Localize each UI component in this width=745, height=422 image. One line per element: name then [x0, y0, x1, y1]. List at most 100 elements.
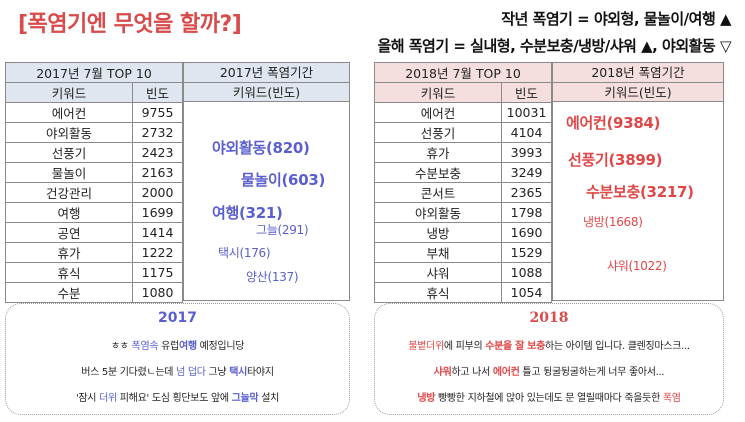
keyword-cell: 야외활동: [4, 122, 134, 143]
freq-cell: 4104: [501, 122, 552, 143]
table-2017-top10: 2017년 7월 TOP 10 키워드 빈도 에어컨 9755 야외활동 2732 …: [4, 62, 183, 303]
quote-highlight: 넘 덥다: [176, 367, 206, 378]
table-row: 수분 1080: [4, 282, 183, 303]
quote-text: 피해요' 도심 횡단보도 앞에: [116, 393, 232, 404]
freq-cell: 1175: [132, 262, 183, 283]
freq-cell: 1080: [132, 282, 183, 303]
page-title: [폭염기엔 무엇을 할까?]: [18, 12, 242, 37]
keyword-cell: 선풍기: [373, 122, 503, 143]
cloud-keyword: 선풍기(3899): [568, 151, 663, 169]
column-header-freq: 빈도: [132, 82, 183, 103]
keyword-cell: 콘서트: [373, 182, 503, 203]
freq-cell: 1690: [501, 222, 552, 243]
table-row: 물놀이 2163: [4, 162, 183, 183]
table-row: 야외활동 1798: [373, 202, 552, 223]
freq-cell: 2163: [132, 162, 183, 183]
keyword-cell: 물놀이: [4, 162, 134, 183]
column-header-freq: 빈도: [501, 82, 552, 103]
quote-text: 예정입니당: [196, 341, 245, 352]
cloud-keyword: 수분보충(3217): [586, 183, 694, 201]
keyword-cell: 여행: [4, 202, 134, 223]
quote-text: 빵빵한 지하철에 앉아 있는데도 문 열릴때마다 죽을듯한: [435, 393, 663, 404]
cloud-keyword: 물놀이(603): [241, 171, 326, 189]
keyword-cell: 수분: [4, 282, 134, 303]
quote-text: 타야지: [247, 367, 274, 378]
freq-cell: 1798: [501, 202, 552, 223]
quote-highlight: 수분을 잘 보충: [485, 341, 545, 352]
quotes-year: 2018: [529, 310, 569, 326]
keyword-cell: 휴가: [4, 242, 134, 263]
freq-cell: 3249: [501, 162, 552, 183]
summary-last-year: 작년 폭염기 = 야외형, 물놀이/여행 ▲: [501, 10, 731, 28]
table-row: 건강관리 2000: [4, 182, 183, 203]
column-header-keyword: 키워드: [4, 82, 134, 103]
table-title: 2017년 7월 TOP 10: [5, 62, 183, 83]
quote-highlight: 그늘막: [231, 393, 259, 404]
table-row: 휴가 3993: [373, 142, 552, 163]
quotes-box-2017: 2017 ㅎㅎ 폭염속 유럽여행 예정입니당 버스 5분 기다렸ㄴ는데 넘 덥다…: [5, 303, 350, 415]
keyword-cell: 냉방: [373, 222, 503, 243]
quote-line: '잠시 더위 피해요' 도심 횡단보도 앞에 그늘막 설치: [6, 389, 349, 404]
quote-text: 그냥: [205, 367, 230, 378]
table-row: 냉방 1690: [373, 222, 552, 243]
quote-text: 설치: [258, 393, 280, 404]
keyword-cloud-2017: 2017년 폭염기간 키워드(빈도) 야외활동(820) 물놀이(603) 여행…: [183, 62, 350, 301]
cloud-keyword: 에어컨(9384): [566, 114, 661, 132]
keyword-cell: 휴가: [373, 142, 503, 163]
table-row: 휴가 1222: [4, 242, 183, 263]
cloud-keyword: 샤워(1022): [607, 259, 667, 273]
table-row: 수분보충 3249: [373, 162, 552, 183]
table-title: 2018년 7월 TOP 10: [374, 62, 552, 83]
summary-this-year: 올해 폭염기 = 실내형, 수분보충/냉방/샤워 ▲, 야외활동 ▽: [377, 37, 731, 55]
table-row: 에어컨 9755: [4, 102, 183, 123]
cloud-keyword: 택시(176): [218, 246, 271, 260]
table-row: 야외활동 2732: [4, 122, 183, 143]
table-row: 휴식 1175: [4, 262, 183, 283]
freq-cell: 3993: [501, 142, 552, 163]
cloud-keyword: 여행(321): [212, 204, 283, 222]
quote-highlight: 불볕더위: [408, 341, 444, 352]
table-2018-top10: 2018년 7월 TOP 10 키워드 빈도 에어컨 10031 선풍기 4104 …: [373, 62, 552, 303]
quote-text: 하는 아이템 입니다. 클렌징마스크...: [544, 341, 690, 352]
keyword-cell: 수분보충: [373, 162, 503, 183]
quotes-box-2018: 2018 불볕더위에 피부의 수분을 잘 보충하는 아이템 입니다. 클렌징마스…: [374, 303, 724, 415]
cloud-title: 2018년 폭염기간: [553, 63, 723, 83]
freq-cell: 10031: [501, 102, 552, 123]
table-row: 휴식 1054: [373, 282, 552, 303]
cloud-keyword: 냉방(1668): [583, 215, 643, 229]
table-row: 부채 1529: [373, 242, 552, 263]
table-row: 공연 1414: [4, 222, 183, 243]
column-header-keyword: 키워드: [373, 82, 503, 103]
quote-highlight: 샤워: [433, 367, 452, 378]
table-row: 콘서트 2365: [373, 182, 552, 203]
freq-cell: 2000: [132, 182, 183, 203]
quote-text: 틀고 뒹굴뒹굴하는게 너무 좋아서...: [519, 367, 665, 378]
quotes-year: 2017: [158, 310, 197, 326]
quote-text: 유럽: [158, 341, 179, 352]
quote-text: 하고 나서: [451, 367, 493, 378]
quote-highlight: 택시: [229, 367, 248, 378]
table-row: 여행 1699: [4, 202, 183, 223]
keyword-cell: 부채: [373, 242, 503, 263]
table-row: 샤워 1088: [373, 262, 552, 283]
freq-cell: 1529: [501, 242, 552, 263]
freq-cell: 2423: [132, 142, 183, 163]
keyword-cell: 야외활동: [373, 202, 503, 223]
freq-cell: 2732: [132, 122, 183, 143]
cloud-subtitle: 키워드(빈도): [184, 82, 349, 102]
quote-line: 냉방 빵빵한 지하철에 앉아 있는데도 문 열릴때마다 죽을듯한 폭염: [375, 389, 723, 404]
freq-cell: 1054: [501, 282, 552, 303]
quote-highlight: 폭염: [662, 393, 681, 404]
keyword-cell: 공연: [4, 222, 134, 243]
quote-line: 버스 5분 기다렸ㄴ는데 넘 덥다 그냥 택시타야지: [6, 363, 349, 378]
keyword-cell: 에어컨: [4, 102, 134, 123]
cloud-keyword: 야외활동(820): [212, 139, 310, 157]
freq-cell: 1414: [132, 222, 183, 243]
quote-text: '잠시: [75, 393, 100, 404]
keyword-cell: 휴식: [4, 262, 134, 283]
keyword-cloud-2018: 2018년 폭염기간 키워드(빈도) 에어컨(9384) 선풍기(3899) 수…: [552, 62, 724, 301]
quote-highlight: 냉방: [417, 393, 436, 404]
keyword-cell: 선풍기: [4, 142, 134, 163]
freq-cell: 2365: [501, 182, 552, 203]
quote-line: 샤워하고 나서 에어컨 틀고 뒹굴뒹굴하는게 너무 좋아서...: [375, 363, 723, 378]
